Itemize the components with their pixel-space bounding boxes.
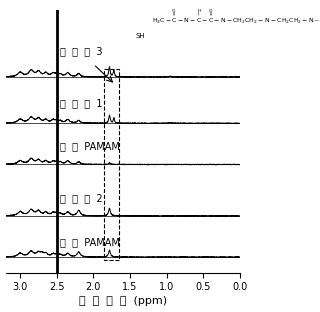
- X-axis label: 化  学  位  移  (ppm): 化 学 位 移 (ppm): [79, 296, 167, 306]
- Text: 实  施  例  2: 实 施 例 2: [60, 193, 103, 203]
- Bar: [104, 69, 119, 260]
- Text: $\rm H_3C-\overset{O}{\overset{\|}{C}}-N-\overset{H}{\overset{|}{C}}-\overset{O}: $\rm H_3C-\overset{O}{\overset{\|}{C}}-N…: [152, 7, 320, 26]
- Text: 三  代  PAMAM: 三 代 PAMAM: [60, 237, 120, 247]
- Text: 实  施  例  3: 实 施 例 3: [60, 46, 103, 56]
- Text: SH: SH: [136, 33, 146, 39]
- Text: 实  施  例  1: 实 施 例 1: [60, 98, 103, 108]
- Text: 四  代  PAMAM: 四 代 PAMAM: [60, 141, 120, 151]
